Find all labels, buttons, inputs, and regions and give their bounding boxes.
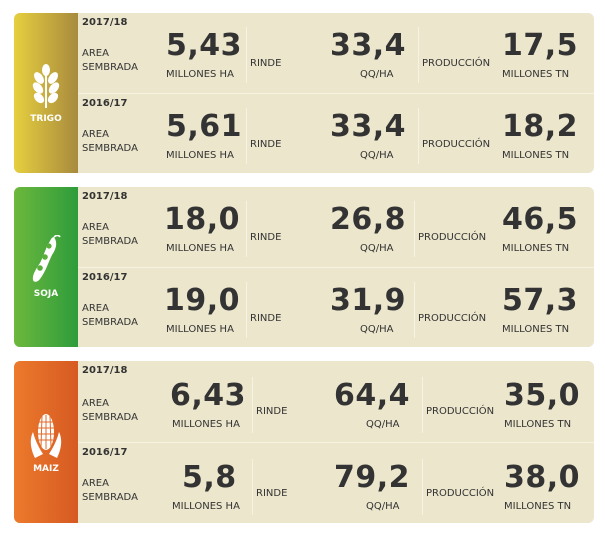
card-maiz: MAIZ 2017/18 AREA SEMBRADA 6,43 MILLONES…: [14, 361, 594, 523]
area-label-2: SEMBRADA: [82, 492, 138, 503]
year-label: 2016/17: [82, 272, 128, 283]
soybean-icon: [28, 235, 64, 285]
rinde-unit: QQ/HA: [366, 501, 400, 512]
rinde-label: RINDE: [250, 232, 282, 243]
row-soja-2016: 2016/17 AREA SEMBRADA 19,0 MILLONES HA R…: [78, 267, 594, 347]
area-unit: MILLONES HA: [166, 150, 234, 161]
separator: [418, 108, 419, 164]
prod-label: PRODUCCIÓN: [418, 232, 487, 243]
card-soja: SOJA 2017/18 AREA SEMBRADA 18,0 MILLONES…: [14, 187, 594, 347]
row-trigo-2017: 2017/18 AREA SEMBRADA 5,43 MILLONES HA R…: [78, 13, 594, 93]
prod-value: 38,0: [504, 460, 581, 495]
prod-value: 57,3: [502, 283, 579, 318]
area-value: 5,61: [166, 109, 243, 144]
area-value: 19,0: [164, 283, 241, 318]
band-soja: SOJA: [14, 187, 78, 347]
rinde-unit: QQ/HA: [360, 243, 394, 254]
area-value: 5,8: [182, 460, 237, 495]
prod-value: 35,0: [504, 378, 581, 413]
rinde-unit: QQ/HA: [360, 324, 394, 335]
band-trigo: TRIGO: [14, 13, 78, 173]
prod-label: PRODUCCIÓN: [426, 488, 495, 499]
area-label-1: AREA: [82, 222, 109, 233]
prod-unit: MILLONES TN: [504, 419, 572, 430]
year-label: 2016/17: [82, 98, 128, 109]
area-label-2: SEMBRADA: [82, 143, 138, 154]
area-label-1: AREA: [82, 398, 109, 409]
area-label-2: SEMBRADA: [82, 62, 138, 73]
prod-unit: MILLONES TN: [502, 69, 570, 80]
area-unit: MILLONES HA: [166, 69, 234, 80]
area-unit: MILLONES HA: [172, 501, 240, 512]
rinde-label: RINDE: [250, 58, 282, 69]
separator: [414, 282, 415, 338]
area-label-2: SEMBRADA: [82, 317, 138, 328]
rinde-value: 26,8: [330, 202, 407, 237]
prod-label: PRODUCCIÓN: [418, 313, 487, 324]
prod-unit: MILLONES TN: [502, 243, 570, 254]
rinde-unit: QQ/HA: [360, 150, 394, 161]
separator: [246, 201, 247, 257]
rinde-label: RINDE: [250, 313, 282, 324]
separator: [422, 377, 423, 433]
area-label-2: SEMBRADA: [82, 412, 138, 423]
rinde-value: 33,4: [330, 28, 407, 63]
separator: [246, 282, 247, 338]
row-trigo-2016: 2016/17 AREA SEMBRADA 5,61 MILLONES HA R…: [78, 93, 594, 173]
area-unit: MILLONES HA: [166, 324, 234, 335]
rinde-value: 33,4: [330, 109, 407, 144]
rinde-value: 31,9: [330, 283, 407, 318]
area-value: 18,0: [164, 202, 241, 237]
band-maiz: MAIZ: [14, 361, 78, 523]
rinde-unit: QQ/HA: [360, 69, 394, 80]
year-label: 2017/18: [82, 365, 128, 376]
prod-value: 17,5: [502, 28, 579, 63]
year-label: 2017/18: [82, 191, 128, 202]
card-trigo: TRIGO 2017/18 AREA SEMBRADA 5,43 MILLONE…: [14, 13, 594, 173]
rinde-label: RINDE: [256, 488, 288, 499]
prod-label: PRODUCCIÓN: [426, 406, 495, 417]
prod-value: 18,2: [502, 109, 579, 144]
corn-icon: [27, 410, 65, 460]
prod-unit: MILLONES TN: [504, 501, 572, 512]
year-label: 2017/18: [82, 17, 128, 28]
rinde-unit: QQ/HA: [366, 419, 400, 430]
area-label-2: SEMBRADA: [82, 236, 138, 247]
separator: [246, 27, 247, 83]
area-label-1: AREA: [82, 48, 109, 59]
prod-label: PRODUCCIÓN: [422, 58, 491, 69]
prod-unit: MILLONES TN: [502, 150, 570, 161]
crop-name-soja: SOJA: [33, 289, 59, 299]
crop-name-maiz: MAIZ: [33, 464, 59, 474]
rinde-value: 79,2: [334, 460, 411, 495]
area-value: 6,43: [170, 378, 247, 413]
row-maiz-2017: 2017/18 AREA SEMBRADA 6,43 MILLONES HA R…: [78, 361, 594, 441]
separator: [252, 459, 253, 515]
wheat-icon: [28, 62, 64, 110]
prod-label: PRODUCCIÓN: [422, 139, 491, 150]
prod-value: 46,5: [502, 202, 579, 237]
row-maiz-2016: 2016/17 AREA SEMBRADA 5,8 MILLONES HA RI…: [78, 442, 594, 523]
separator: [418, 27, 419, 83]
year-label: 2016/17: [82, 447, 128, 458]
area-unit: MILLONES HA: [172, 419, 240, 430]
separator: [422, 459, 423, 515]
separator: [246, 108, 247, 164]
area-label-1: AREA: [82, 478, 109, 489]
row-soja-2017: 2017/18 AREA SEMBRADA 18,0 MILLONES HA R…: [78, 187, 594, 267]
area-label-1: AREA: [82, 129, 109, 140]
separator: [252, 377, 253, 433]
area-value: 5,43: [166, 28, 243, 63]
rinde-label: RINDE: [256, 406, 288, 417]
crop-name-trigo: TRIGO: [30, 114, 62, 124]
separator: [414, 201, 415, 257]
prod-unit: MILLONES TN: [502, 324, 570, 335]
area-label-1: AREA: [82, 303, 109, 314]
rinde-label: RINDE: [250, 139, 282, 150]
area-unit: MILLONES HA: [166, 243, 234, 254]
rinde-value: 64,4: [334, 378, 411, 413]
